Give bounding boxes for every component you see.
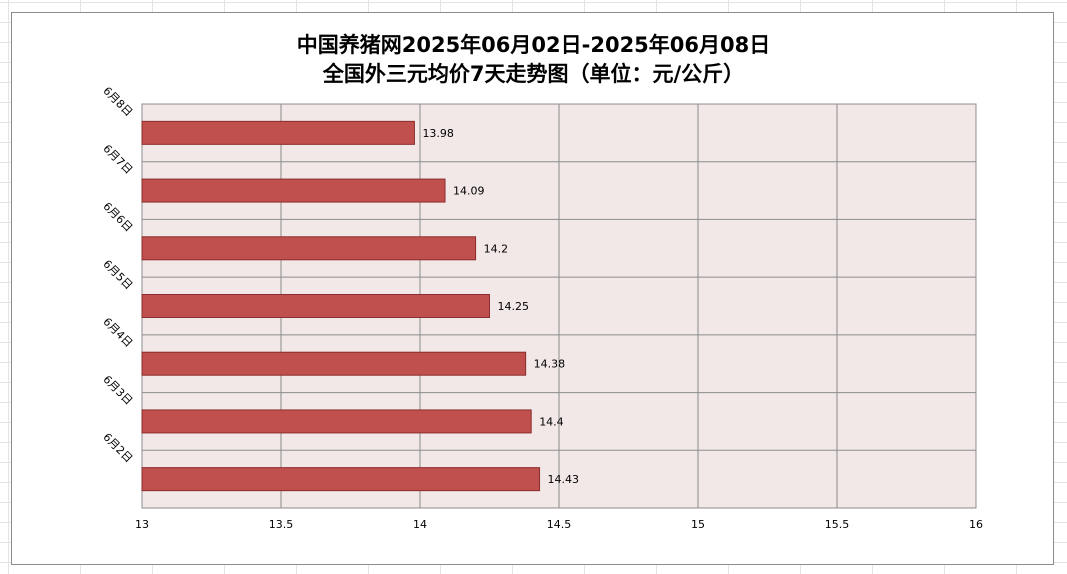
bar xyxy=(141,120,415,145)
x-tick-label: 15.5 xyxy=(825,518,850,531)
y-category-label: 6月6日 xyxy=(100,200,135,235)
y-category-label: 6月3日 xyxy=(100,373,135,408)
bar-value-label: 14.38 xyxy=(534,358,566,371)
bar-value-label: 14.43 xyxy=(548,473,580,486)
bar-value-label: 14.09 xyxy=(453,185,485,198)
x-tick-label: 13 xyxy=(135,518,149,531)
x-tick-label: 13.5 xyxy=(269,518,294,531)
bar xyxy=(141,351,527,376)
x-tick-label: 15 xyxy=(691,518,705,531)
chart-title-line-2: 全国外三元均价7天走势图（单位：元/公斤） xyxy=(322,62,745,86)
bar xyxy=(141,294,490,318)
y-category-label: 6月5日 xyxy=(100,257,135,292)
bar-value-label: 13.98 xyxy=(422,127,454,140)
y-category-label: 6月7日 xyxy=(100,142,135,177)
bar xyxy=(141,467,541,492)
bar xyxy=(141,178,446,203)
y-category-label: 6月4日 xyxy=(100,315,135,350)
bar xyxy=(141,409,532,434)
y-category-label: 6月2日 xyxy=(100,431,135,466)
bar-value-label: 14.25 xyxy=(498,300,530,313)
y-category-label: 6月8日 xyxy=(100,84,135,119)
bar-value-label: 14.4 xyxy=(539,415,564,428)
x-tick-label: 14.5 xyxy=(547,518,572,531)
x-tick-label: 14 xyxy=(413,518,427,531)
bar-value-label: 14.2 xyxy=(484,242,509,255)
x-tick-label: 16 xyxy=(969,518,983,531)
bar xyxy=(141,236,477,261)
chart-title-line-1: 中国养猪网2025年06月02日-2025年06月08日 xyxy=(296,33,771,57)
